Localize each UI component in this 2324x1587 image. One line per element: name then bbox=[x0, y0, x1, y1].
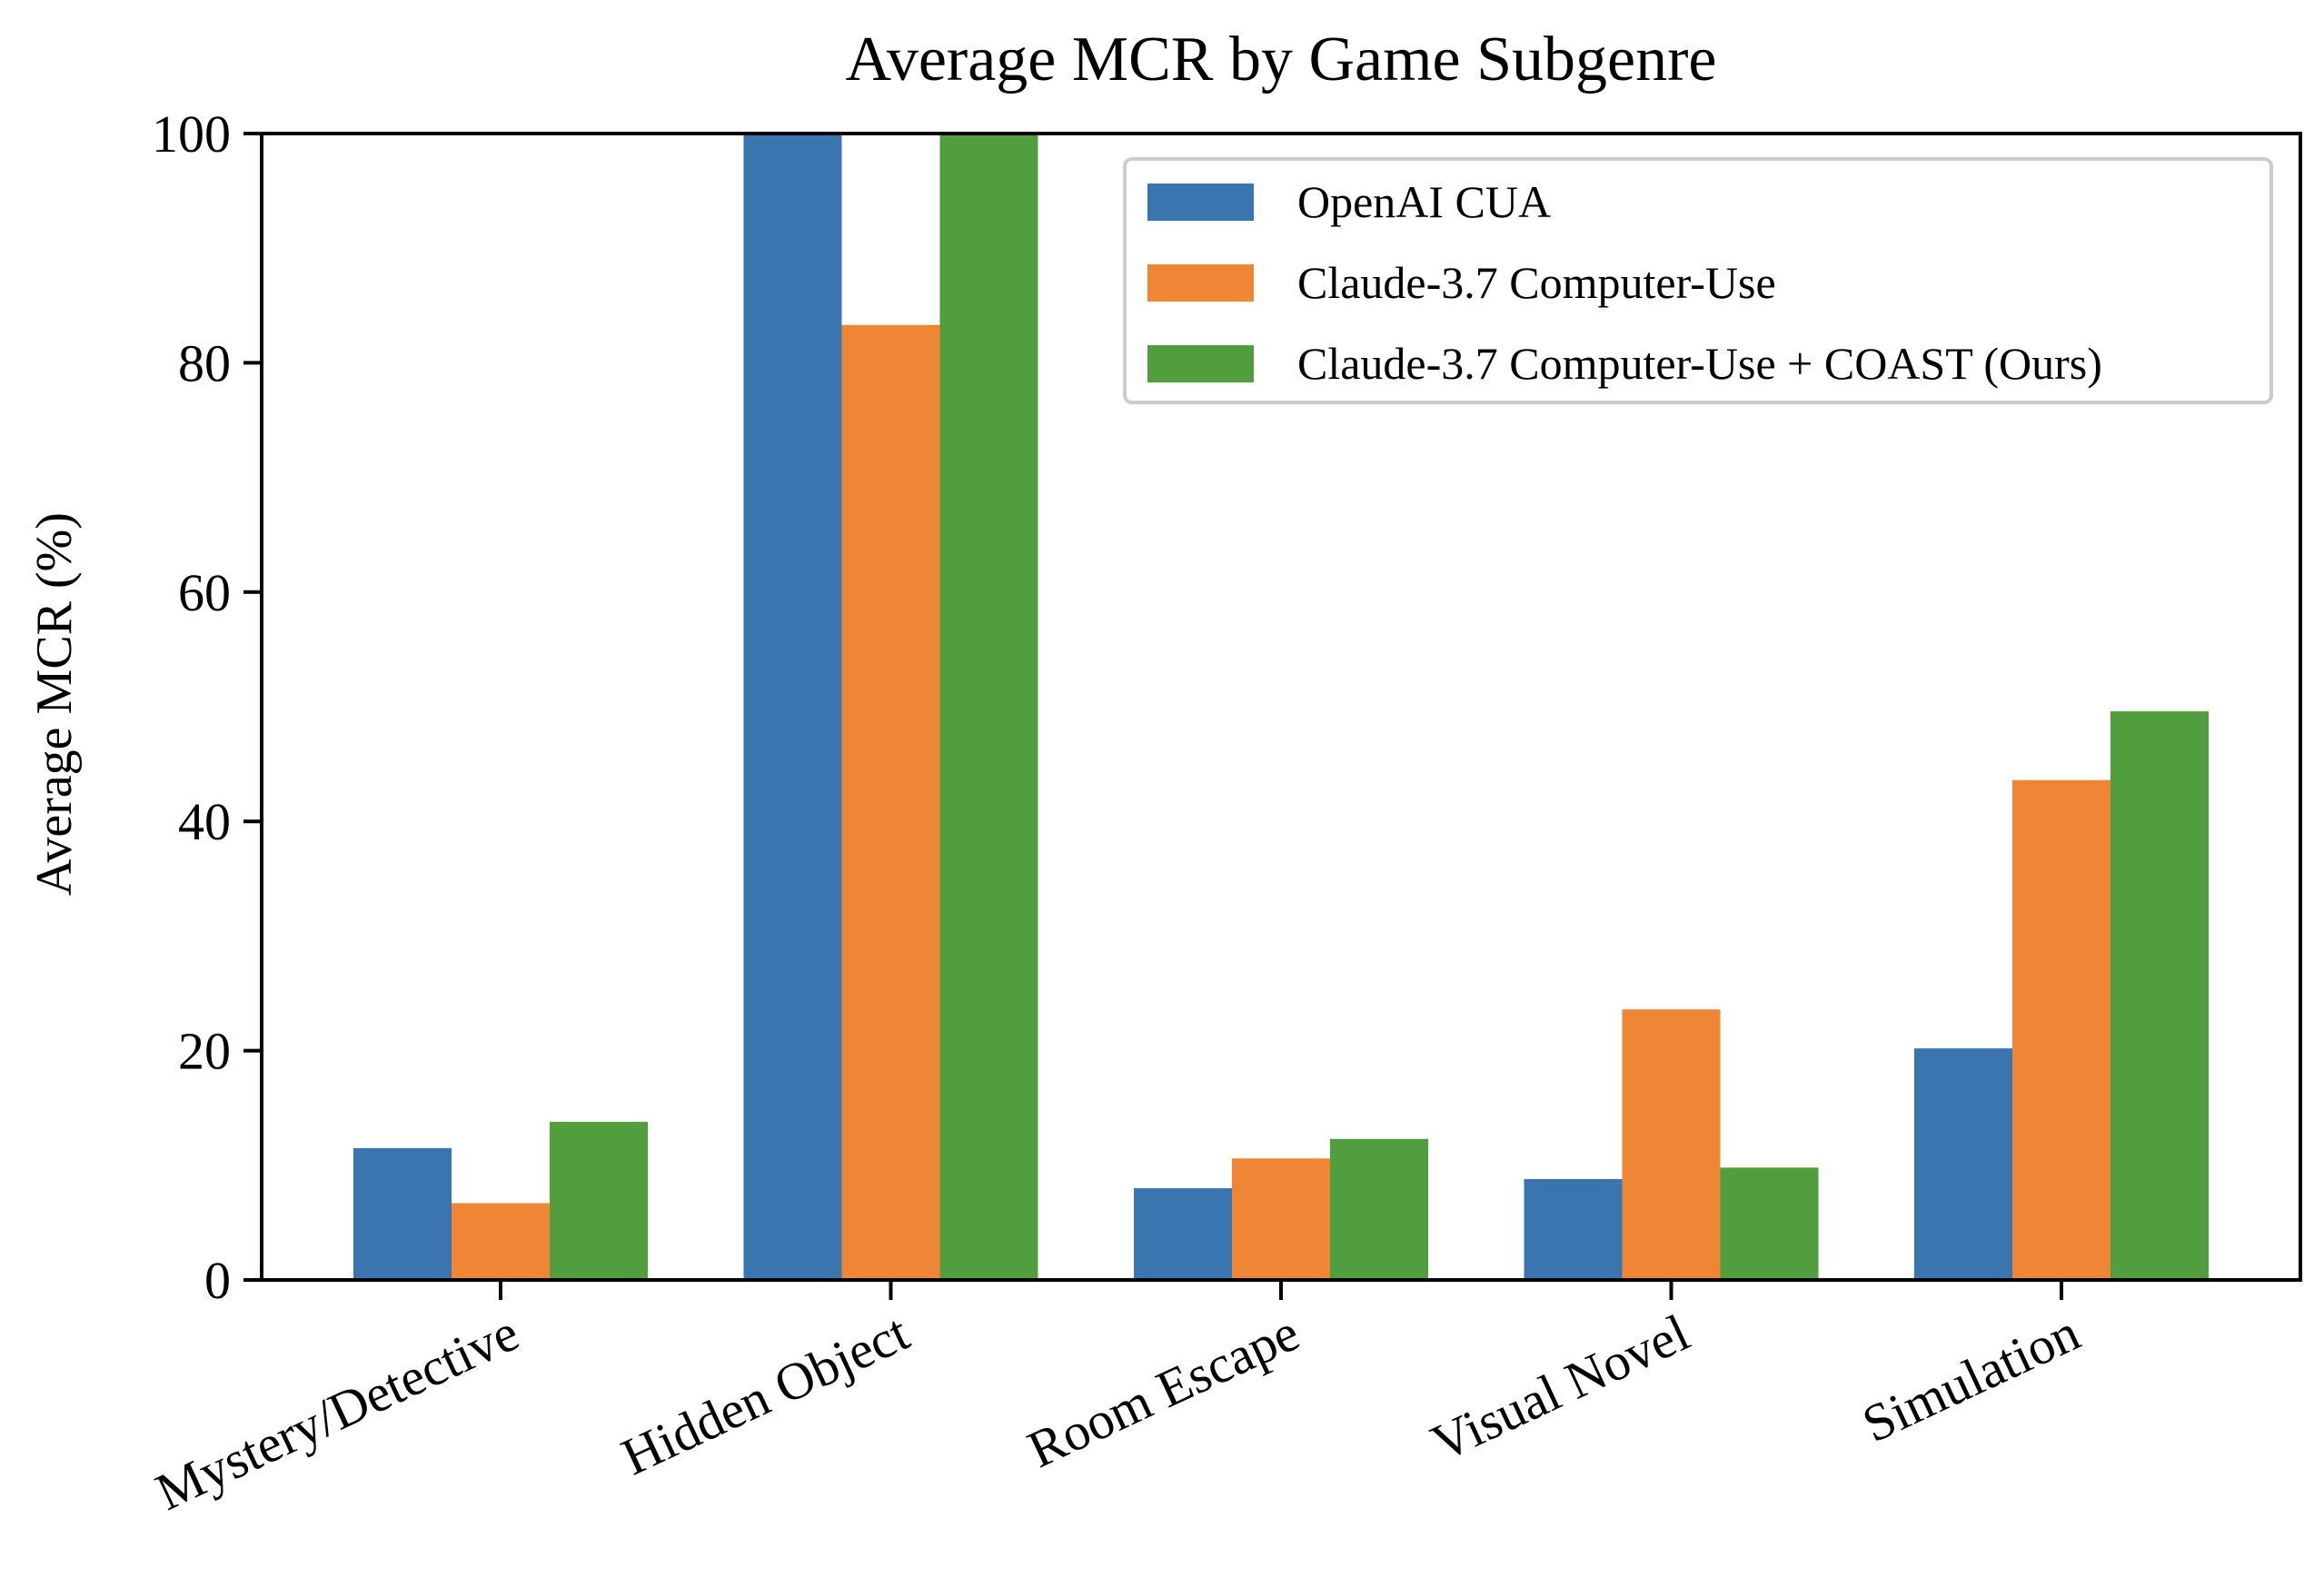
bar-visual-novel-claude-3-7-computer-use-coast-ours bbox=[1720, 1167, 1819, 1280]
plot-frame bbox=[260, 132, 2302, 1282]
bar-mystery-detective-claude-3-7-computer-use bbox=[452, 1203, 550, 1280]
x-tick-label-mystery-detective: Mystery/Detective bbox=[147, 1303, 528, 1522]
y-tick-label: 60 bbox=[178, 563, 231, 622]
bar-hidden-object-openai-cua bbox=[743, 134, 842, 1280]
y-tick-label: 20 bbox=[178, 1022, 231, 1081]
chart-title: Average MCR by Game Subgenre bbox=[845, 25, 1716, 94]
y-axis-label: Average MCR (%) bbox=[26, 512, 83, 896]
legend-swatch-claude-3-7-computer-use-coast-ours bbox=[1147, 345, 1254, 382]
bar-visual-novel-openai-cua bbox=[1524, 1178, 1623, 1280]
y-tick-label: 100 bbox=[152, 104, 231, 164]
bar-hidden-object-claude-3-7-computer-use-coast-ours bbox=[939, 134, 1038, 1280]
x-tick-label-hidden-object: Hidden Object bbox=[613, 1303, 918, 1487]
bar-visual-novel-claude-3-7-computer-use bbox=[1622, 1009, 1721, 1280]
legend-box bbox=[1123, 157, 2273, 404]
bars-layer bbox=[353, 134, 2209, 1280]
bar-room-escape-claude-3-7-computer-use-coast-ours bbox=[1330, 1138, 1428, 1280]
legend-swatch-openai-cua bbox=[1147, 183, 1254, 221]
bar-mystery-detective-openai-cua bbox=[353, 1147, 452, 1280]
x-tick-label-simulation: Simulation bbox=[1853, 1303, 2088, 1453]
bar-hidden-object-claude-3-7-computer-use bbox=[841, 324, 940, 1280]
y-tick-label: 80 bbox=[178, 333, 231, 392]
x-tick-label-room-escape: Room Escape bbox=[1019, 1303, 1308, 1479]
legend-label-claude-3-7-computer-use: Claude-3.7 Computer-Use bbox=[1297, 257, 1776, 308]
legend: OpenAI CUA Claude-3.7 Computer-Use Claude-… bbox=[1123, 157, 2273, 404]
legend-label-openai-cua: OpenAI CUA bbox=[1297, 176, 1551, 227]
x-axis-ticks: Mystery/Detective Hidden Object Room Escap… bbox=[147, 1280, 2088, 1522]
bar-simulation-claude-3-7-computer-use bbox=[2012, 779, 2110, 1280]
legend-label-claude-3-7-computer-use-coast-ours: Claude-3.7 Computer-Use + COAST (Ours) bbox=[1297, 338, 2102, 389]
y-tick-label: 40 bbox=[178, 792, 231, 851]
bar-simulation-openai-cua bbox=[1914, 1048, 2012, 1280]
y-tick-label: 0 bbox=[204, 1251, 231, 1310]
bar-mystery-detective-claude-3-7-computer-use-coast-ours bbox=[550, 1121, 648, 1280]
bar-room-escape-claude-3-7-computer-use bbox=[1232, 1158, 1330, 1280]
x-tick-label-visual-novel: Visual Novel bbox=[1423, 1303, 1698, 1473]
bar-room-escape-openai-cua bbox=[1134, 1188, 1232, 1280]
y-axis-ticks: 0 20 40 60 80 100 bbox=[152, 104, 262, 1310]
legend-swatch-claude-3-7-computer-use bbox=[1147, 264, 1254, 302]
bar-simulation-claude-3-7-computer-use-coast-ours bbox=[2110, 711, 2209, 1280]
